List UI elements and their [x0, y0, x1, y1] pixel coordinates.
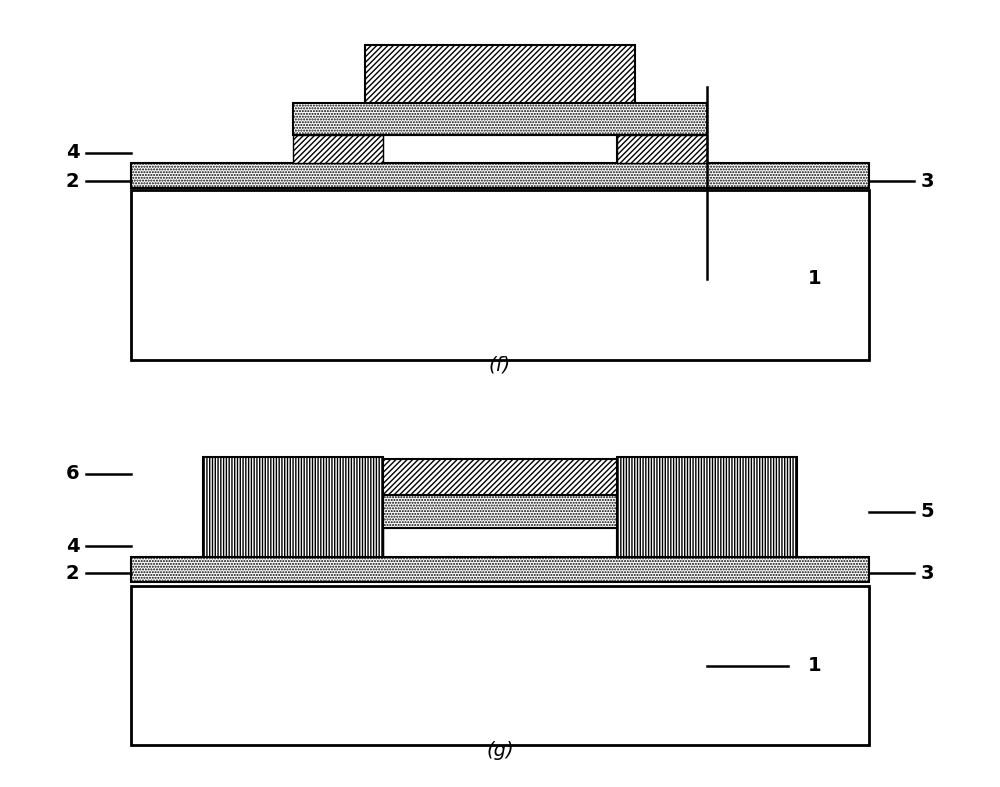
- Bar: [617, 528, 707, 557]
- Text: (g): (g): [486, 741, 514, 759]
- Text: 4: 4: [66, 537, 79, 556]
- Text: 2: 2: [66, 563, 79, 583]
- Bar: [365, 45, 635, 103]
- Text: 2: 2: [66, 172, 79, 190]
- Bar: [365, 460, 635, 496]
- Bar: [293, 528, 383, 557]
- Bar: [617, 457, 797, 557]
- Text: 1: 1: [808, 656, 822, 675]
- Text: (f): (f): [489, 355, 511, 375]
- Bar: [383, 528, 617, 557]
- Text: 3: 3: [921, 563, 934, 583]
- Bar: [131, 557, 869, 582]
- Bar: [293, 103, 707, 135]
- Bar: [131, 190, 869, 360]
- Bar: [293, 135, 383, 164]
- Bar: [293, 496, 707, 528]
- Bar: [131, 586, 869, 745]
- Bar: [617, 135, 707, 164]
- Text: 6: 6: [66, 464, 79, 483]
- Text: 3: 3: [921, 172, 934, 190]
- Text: 1: 1: [808, 269, 822, 288]
- Bar: [131, 164, 869, 188]
- Text: 5: 5: [921, 502, 934, 521]
- Bar: [203, 457, 383, 557]
- Text: 4: 4: [66, 143, 79, 162]
- Bar: [383, 135, 617, 164]
